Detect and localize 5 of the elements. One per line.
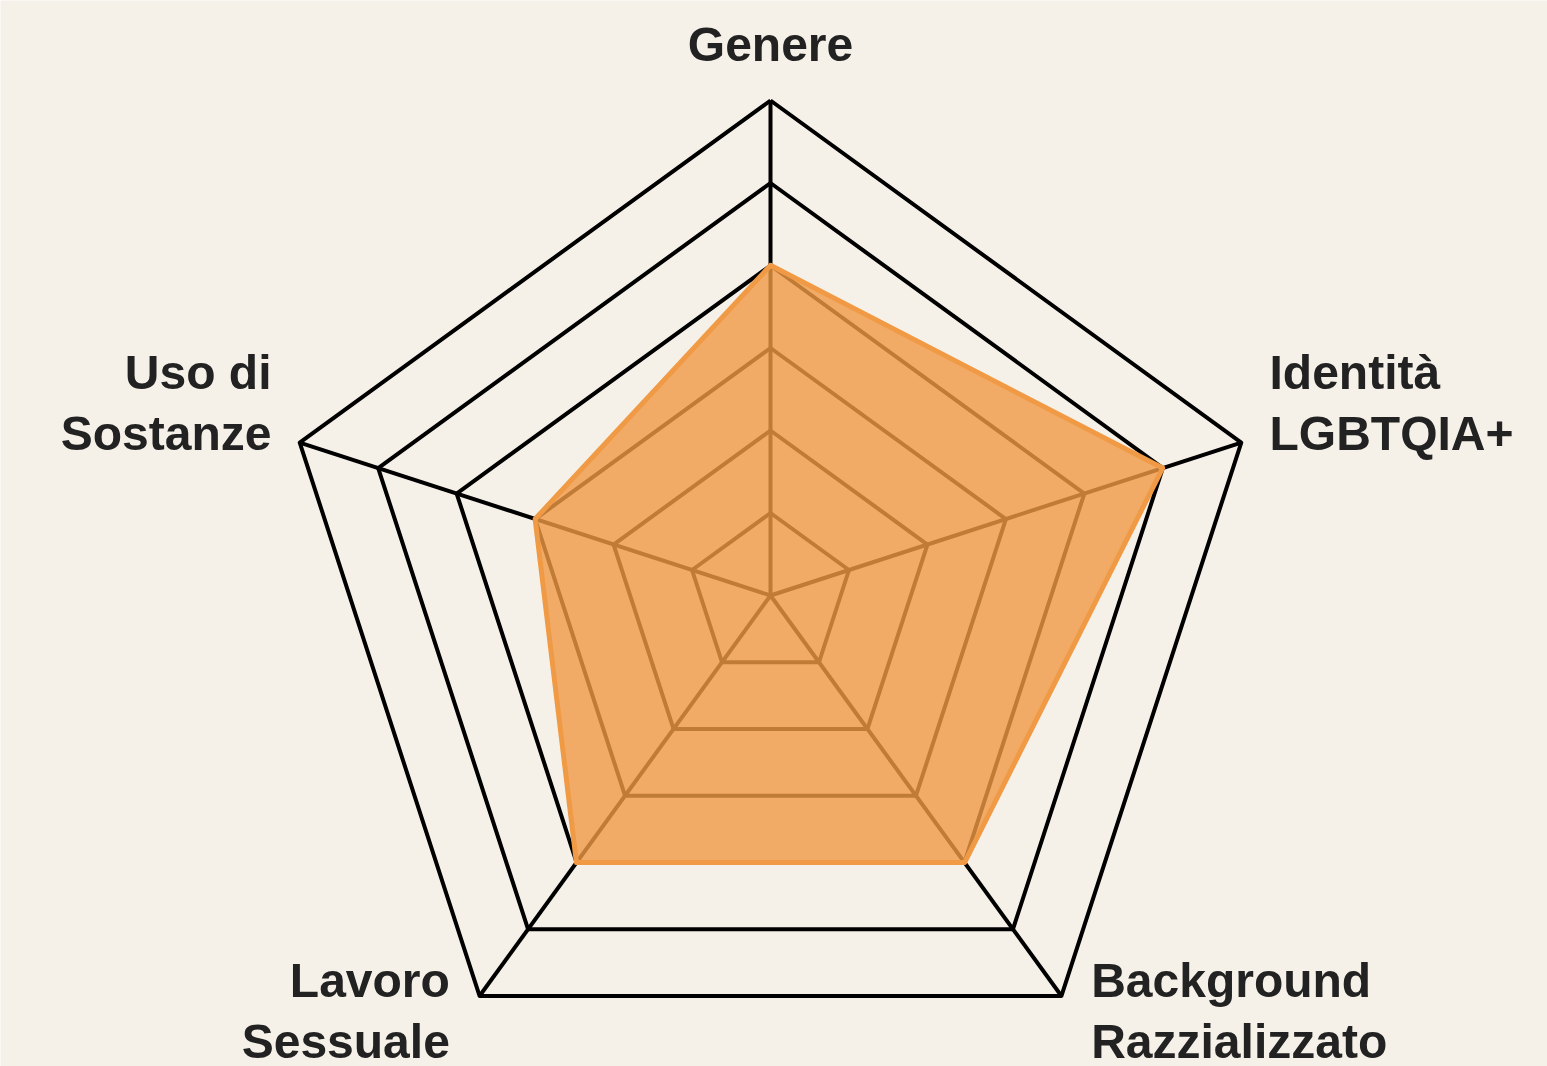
spoke-label: Genere <box>687 17 854 71</box>
spoke-label: Lavoro Sessuale <box>241 953 450 1066</box>
spoke-label: Uso di Sostanze <box>60 345 272 460</box>
spoke-label: Background Razzializzato <box>1091 953 1388 1066</box>
spoke-label: Identità LGBTQIA+ <box>1269 345 1514 460</box>
